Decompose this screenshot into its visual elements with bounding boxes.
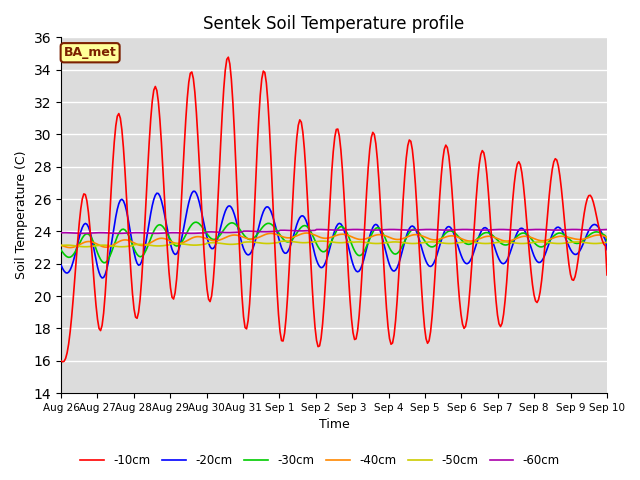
-30cm [250,235,258,240]
-10cm [299,129,307,135]
-60cm [298,228,305,234]
-40cm [298,231,305,237]
-50cm [221,241,229,247]
-20cm [125,224,133,229]
Line: -20cm: -20cm [61,191,607,278]
Text: BA_met: BA_met [64,46,116,59]
-30cm [603,238,611,243]
-60cm [57,230,65,236]
Y-axis label: Soil Temperature (C): Soil Temperature (C) [15,151,28,279]
-10cm [576,245,584,251]
-20cm [576,248,584,254]
-30cm [576,240,584,246]
-20cm [241,249,249,255]
-60cm [576,227,584,232]
Line: -40cm: -40cm [61,233,607,248]
X-axis label: Time: Time [319,419,349,432]
Line: -10cm: -10cm [61,57,607,362]
-40cm [67,245,74,251]
Line: -50cm: -50cm [61,241,607,247]
-60cm [603,227,611,232]
-30cm [101,260,109,265]
-30cm [223,223,230,229]
-60cm [249,228,257,234]
Line: -30cm: -30cm [61,222,607,263]
-60cm [152,230,159,236]
-50cm [576,239,584,245]
-20cm [189,188,197,194]
-10cm [125,246,133,252]
-20cm [250,242,258,248]
-40cm [240,234,248,240]
-10cm [241,324,249,330]
-40cm [125,238,133,243]
-20cm [57,262,65,268]
-30cm [193,219,200,225]
-10cm [225,54,232,60]
-60cm [124,230,132,236]
-50cm [125,243,133,249]
-30cm [125,235,133,240]
-10cm [59,359,67,365]
-30cm [299,223,307,229]
-50cm [118,244,125,250]
-50cm [249,239,257,245]
-50cm [299,240,307,246]
-50cm [57,243,65,249]
Title: Sentek Soil Temperature profile: Sentek Soil Temperature profile [204,15,465,33]
-20cm [223,205,230,211]
-40cm [57,242,65,248]
-10cm [603,272,611,278]
-60cm [570,227,577,232]
-40cm [576,237,584,242]
-50cm [282,238,290,244]
-20cm [603,247,611,252]
Line: -60cm: -60cm [61,229,607,233]
Legend: -10cm, -20cm, -30cm, -40cm, -50cm, -60cm: -10cm, -20cm, -30cm, -40cm, -50cm, -60cm [76,449,564,472]
-40cm [249,236,257,242]
-30cm [57,247,65,253]
-60cm [221,229,229,235]
-50cm [240,240,248,245]
-60cm [240,228,248,234]
-30cm [241,233,249,239]
-50cm [603,240,611,245]
-40cm [603,235,611,241]
-20cm [299,213,307,219]
-20cm [99,275,106,281]
-10cm [57,358,65,364]
-40cm [303,230,311,236]
-10cm [250,213,258,219]
-40cm [221,235,229,240]
-10cm [221,67,229,73]
